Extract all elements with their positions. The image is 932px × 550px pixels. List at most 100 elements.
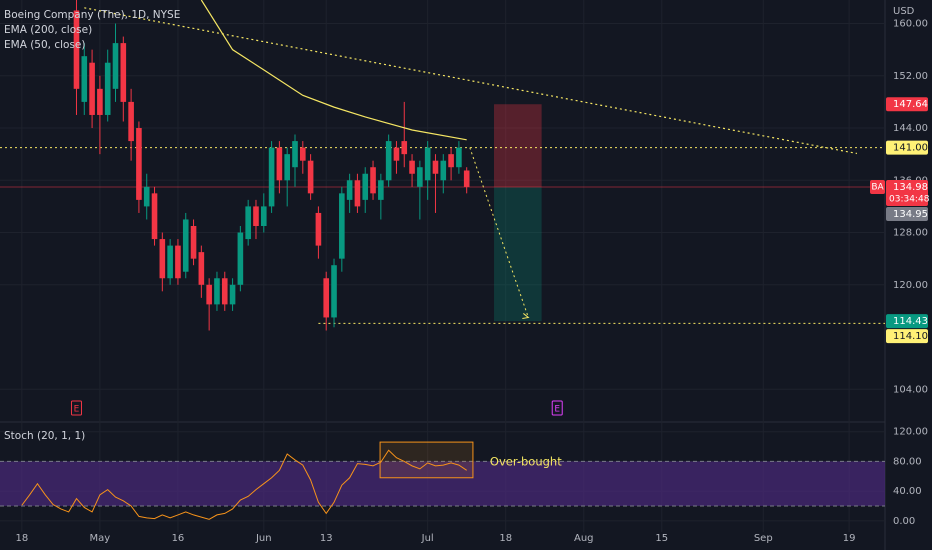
- x-tick-label: 16: [172, 533, 185, 544]
- candle-body: [385, 141, 392, 181]
- candle-body: [300, 147, 306, 161]
- price-tag: [886, 206, 928, 221]
- candle-body: [237, 232, 244, 285]
- candle-body: [198, 252, 205, 285]
- candle-body: [331, 265, 337, 318]
- x-tick-label: Sep: [754, 533, 773, 544]
- countdown: 03:34:48: [889, 194, 930, 204]
- plot: Over-bought E E: [0, 0, 885, 520]
- candle-body: [417, 167, 423, 187]
- price-tag: [886, 179, 928, 206]
- candle-body: [354, 180, 361, 207]
- candle-body: [97, 88, 103, 115]
- arrow-head: [522, 313, 530, 319]
- y-tick-label: 128.00: [893, 228, 928, 239]
- x-tick-label: 19: [843, 533, 856, 544]
- candle-body: [307, 160, 314, 194]
- y-tick-label: 0.00: [893, 516, 915, 527]
- overbought-band: [0, 461, 885, 506]
- earnings-marker: [70, 400, 82, 416]
- candle-body: [245, 206, 251, 240]
- candle-body: [128, 101, 134, 142]
- axis: 104.00120.00128.00136.00144.00152.00160.…: [15, 19, 929, 544]
- candle-body: [323, 278, 330, 318]
- x-tick-label: 13: [320, 533, 333, 544]
- candle-body: [112, 43, 119, 89]
- candle-body: [73, 10, 80, 89]
- y-tick-label: 120.00: [893, 280, 928, 291]
- candle-body: [409, 160, 415, 174]
- line: [84, 7, 858, 155]
- candle-body: [292, 141, 298, 168]
- symbol-tag: [870, 179, 885, 194]
- stop-zone: [494, 104, 542, 187]
- target-zone: [494, 186, 542, 322]
- candle-body: [432, 160, 439, 174]
- price-tag: [886, 329, 928, 344]
- price-tag-label: 147.64: [893, 99, 928, 110]
- candle-body: [175, 245, 181, 279]
- candle-body: [214, 278, 220, 305]
- x-tick-label: Aug: [574, 533, 594, 544]
- x-tick-label: 18: [499, 533, 512, 544]
- y-tick-label: 40.00: [893, 486, 922, 497]
- candle-body: [346, 180, 353, 200]
- y-tick-label: 144.00: [893, 123, 928, 134]
- earnings-marker: [551, 400, 563, 416]
- price-tag: [886, 314, 928, 329]
- annotation-box: [379, 441, 474, 479]
- y-tick-label: 80.00: [893, 456, 922, 467]
- symbol-label: BA: [871, 182, 884, 192]
- candle-body: [393, 147, 400, 161]
- candle-body: [440, 160, 447, 181]
- candle-body: [448, 154, 454, 168]
- price-tag-label: 134.98: [893, 182, 928, 193]
- candle-body: [362, 173, 369, 200]
- candle-body: [167, 245, 173, 279]
- y-tick-label: 104.00: [893, 384, 928, 395]
- candle-body: [370, 167, 376, 194]
- candle-body: [221, 278, 228, 305]
- price-tag-label: 141.00: [893, 143, 928, 154]
- price-tag-label: 114.43: [893, 316, 928, 327]
- candle-body: [378, 180, 384, 200]
- candle-body: [253, 206, 259, 227]
- candle-body: [456, 147, 462, 168]
- legend-entry: EMA (50, close): [4, 39, 86, 51]
- candle-body: [151, 193, 158, 240]
- earnings-label: E: [74, 405, 80, 415]
- annotation: Over-bought: [490, 455, 562, 469]
- candle-body: [159, 239, 166, 279]
- candle-body: [463, 170, 470, 187]
- candle-body: [104, 62, 111, 115]
- candle-body: [89, 62, 95, 115]
- candle-body: [206, 284, 212, 305]
- candle-body: [190, 226, 197, 259]
- candle-body: [81, 56, 88, 102]
- x-tick-label: Jul: [421, 533, 434, 544]
- line: [21, 449, 467, 520]
- candle-body: [229, 284, 236, 305]
- currency: USD: [893, 6, 915, 17]
- candle-body: [143, 186, 150, 207]
- x-tick-label: Jun: [255, 533, 272, 544]
- candle-body: [339, 193, 345, 259]
- candle-body: [182, 219, 189, 272]
- candle-body: [401, 141, 408, 155]
- x-tick-label: May: [90, 533, 111, 544]
- candle-body: [276, 147, 283, 181]
- y-tick-label: 152.00: [893, 71, 928, 82]
- candle-body: [136, 128, 142, 200]
- indicator-title: Stoch (20, 1, 1): [4, 430, 85, 442]
- earnings-label: E: [554, 405, 560, 415]
- candle-body: [268, 147, 275, 207]
- legend-entry: EMA (200, close): [4, 24, 92, 36]
- x-tick-label: 15: [655, 533, 668, 544]
- price-tag: [886, 140, 928, 155]
- candle-body: [120, 43, 127, 102]
- y-tick-label: 120.00: [893, 427, 928, 438]
- chart-title: Boeing Company (The), 1D, NYSE: [4, 9, 180, 21]
- candle-body: [424, 147, 431, 181]
